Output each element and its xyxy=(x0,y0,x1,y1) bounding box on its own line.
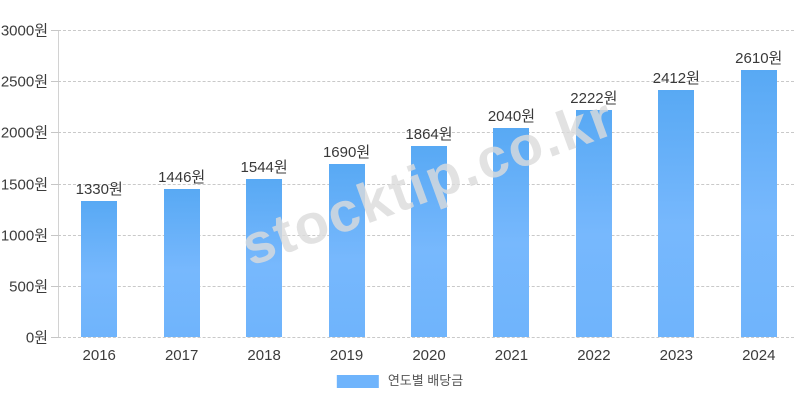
y-tick-label: 2500원 xyxy=(0,73,48,91)
y-tick-label: 3000원 xyxy=(0,22,48,40)
gridline xyxy=(58,337,794,338)
x-tick-label: 2019 xyxy=(329,347,364,364)
y-axis-tick xyxy=(51,30,58,31)
y-tick-label: 500원 xyxy=(9,278,48,296)
y-tick-label: 2000원 xyxy=(0,124,48,142)
bar-2021 xyxy=(493,128,530,337)
x-tick-label: 2016 xyxy=(82,347,116,364)
bar-value-label: 1544원 xyxy=(240,158,288,176)
bar-value-label: 1690원 xyxy=(322,144,371,162)
x-tick-label: 2024 xyxy=(742,347,776,364)
x-tick-label: 2021 xyxy=(494,347,529,364)
legend-label: 연도별 배당금 xyxy=(387,373,464,388)
x-tick-label: 2020 xyxy=(412,347,446,364)
y-tick-label: 0원 xyxy=(25,329,48,347)
bar-2016 xyxy=(81,200,118,337)
bar-value-label: 1446원 xyxy=(158,169,206,187)
y-axis-tick xyxy=(51,285,58,287)
x-tick-label: 2022 xyxy=(577,347,611,364)
bar-value-label: 2222원 xyxy=(570,89,618,107)
y-tick-label: 1000원 xyxy=(0,227,48,245)
gridline xyxy=(58,81,794,83)
bar-value-label: 2610원 xyxy=(735,49,783,67)
gridline xyxy=(58,132,794,134)
y-axis-tick xyxy=(51,337,58,338)
bar-2017 xyxy=(163,189,200,337)
x-tick-label: 2018 xyxy=(247,347,281,364)
y-axis-tick xyxy=(51,81,58,83)
bar-2019 xyxy=(328,164,365,337)
y-axis-tick xyxy=(51,183,58,185)
bar-2024 xyxy=(740,69,777,337)
bar-2023 xyxy=(658,90,695,337)
gridline xyxy=(58,30,794,31)
y-axis-tick xyxy=(51,234,58,236)
bar-value-label: 1330원 xyxy=(75,180,123,198)
y-tick-label: 1500원 xyxy=(0,176,48,193)
bar-value-label: 2040원 xyxy=(487,108,536,126)
legend-swatch xyxy=(336,374,379,388)
bar-value-label: 1864원 xyxy=(405,126,453,144)
bar-2018 xyxy=(246,178,283,337)
x-tick-label: 2017 xyxy=(164,347,199,364)
bar-2020 xyxy=(411,146,447,337)
legend: 연도별 배당금 xyxy=(336,373,464,388)
x-tick-label: 2023 xyxy=(659,347,694,364)
bar-2022 xyxy=(575,109,612,337)
y-axis-tick xyxy=(51,132,58,134)
bar-value-label: 2412원 xyxy=(652,70,700,88)
